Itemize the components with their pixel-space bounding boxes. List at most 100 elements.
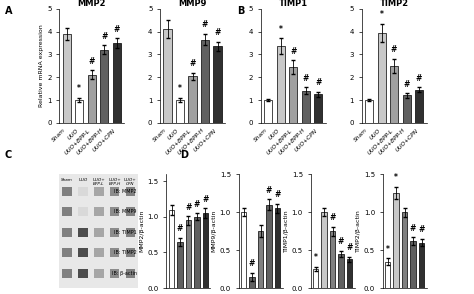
Bar [313,269,319,288]
Bar [176,100,184,123]
Bar [126,187,135,196]
Text: *: * [178,84,182,93]
Text: #: # [202,195,209,204]
Bar [275,208,280,288]
Bar [126,269,135,278]
Y-axis label: MMP9/β-actin: MMP9/β-actin [212,210,217,252]
Bar [385,262,391,288]
Bar [78,248,88,257]
Bar [78,187,88,196]
Bar [126,248,135,257]
Text: #: # [114,25,120,34]
Bar [249,277,255,288]
Text: C: C [5,150,12,160]
Text: #: # [214,28,221,37]
Text: B: B [237,6,245,16]
Title: MMP2: MMP2 [78,0,106,8]
Bar [302,91,310,123]
Text: #: # [89,57,95,66]
Bar [94,187,104,196]
Text: UUO+
CPN: UUO+ CPN [124,178,137,186]
Bar [266,205,272,288]
Bar [110,207,119,216]
Text: #: # [338,237,344,246]
Bar [78,207,88,216]
Bar [75,100,83,123]
Text: *: * [386,245,390,254]
Bar [110,248,119,257]
Bar [390,66,398,123]
Title: MMP9: MMP9 [178,0,207,8]
Y-axis label: TIMP2/β-actin: TIMP2/β-actin [356,210,361,253]
Title: TIMP2: TIMP2 [380,0,409,8]
Bar [100,50,109,123]
Bar [377,33,386,123]
Title: TIMP1: TIMP1 [279,0,308,8]
Text: #: # [274,190,281,199]
Bar [402,212,407,288]
Bar [94,269,104,278]
Bar [213,46,222,123]
Bar [347,259,352,288]
Bar [289,67,297,123]
Bar [258,231,263,288]
Text: #: # [194,200,200,209]
Bar [277,46,285,123]
Text: *: * [77,84,81,93]
Bar [189,76,197,123]
Text: #: # [302,74,309,83]
Text: UUO+
BPP-H: UUO+ BPP-H [108,178,121,186]
Bar [415,90,423,123]
Text: *: * [279,25,283,34]
Text: #: # [249,259,255,268]
Text: #: # [185,203,191,212]
Bar [264,100,273,123]
Text: Sham: Sham [61,178,73,181]
Text: #: # [101,32,108,41]
Bar [63,34,71,123]
Text: *: * [394,173,398,183]
Bar [63,228,72,237]
Bar [63,187,72,196]
Bar [126,228,135,237]
Bar [186,220,191,288]
Y-axis label: TIMP1/β-actin: TIMP1/β-actin [284,210,289,253]
Text: #: # [315,78,321,88]
Bar [63,207,72,216]
Bar [94,228,104,237]
Bar [338,254,344,288]
Y-axis label: Relative mRNA expression: Relative mRNA expression [39,24,45,107]
Text: #: # [391,45,397,54]
Text: #: # [266,186,272,195]
Bar [419,243,424,288]
Bar [78,228,88,237]
Bar [169,210,174,288]
Bar [365,100,373,123]
Y-axis label: MMP2/β-actin: MMP2/β-actin [140,210,145,252]
Bar [110,228,119,237]
Bar [203,213,208,288]
Text: IB: MMP9: IB: MMP9 [114,209,137,214]
Bar [410,241,416,288]
Text: *: * [314,253,318,262]
Text: #: # [177,224,183,233]
Text: *: * [380,10,383,19]
Bar [393,193,399,288]
Bar [88,75,96,123]
Bar [126,207,135,216]
Text: IB: β-actin: IB: β-actin [112,271,137,276]
Bar [110,187,119,196]
Text: #: # [329,213,336,222]
Bar [201,40,209,123]
Text: IB: MMP2: IB: MMP2 [114,189,137,194]
Bar [110,269,119,278]
Bar [63,248,72,257]
Bar [94,248,104,257]
Text: UUO+
BPP-L: UUO+ BPP-L [92,178,105,186]
Bar [314,94,322,123]
Bar [164,29,172,123]
Bar [194,217,200,288]
Bar [63,269,72,278]
Text: #: # [410,224,416,233]
Text: IB: TIMP1: IB: TIMP1 [114,230,137,235]
